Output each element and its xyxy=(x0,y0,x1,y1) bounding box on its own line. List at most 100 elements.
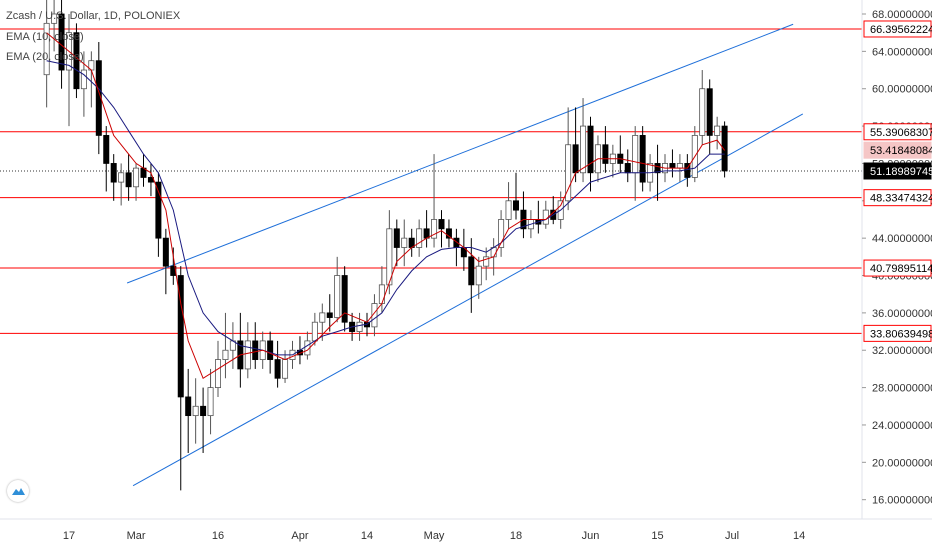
candle-body xyxy=(513,200,520,211)
x-tick-label: 16 xyxy=(212,530,224,542)
candle xyxy=(475,256,482,299)
candle xyxy=(706,79,713,155)
candle xyxy=(147,163,154,197)
price-label-box xyxy=(863,259,932,277)
price-label: 53.41848084 xyxy=(863,141,932,159)
candle-body xyxy=(654,163,661,174)
candle xyxy=(237,312,244,388)
candle-body xyxy=(468,256,475,286)
price-label: 66.39562224 xyxy=(863,20,932,38)
ema10-legend[interactable]: EMA (10, close) xyxy=(6,31,84,43)
candle xyxy=(177,266,184,491)
price-axis: 68.0000000064.0000000060.0000000056.0000… xyxy=(862,9,932,507)
y-tick-label: 68.00000000 xyxy=(872,9,932,21)
candle-body xyxy=(587,125,594,174)
ema20-legend[interactable]: EMA (20, close) xyxy=(6,51,84,63)
candle-body xyxy=(669,163,676,169)
y-tick-label: 60.00000000 xyxy=(872,84,932,96)
candle-body xyxy=(445,228,452,239)
candle xyxy=(356,312,363,341)
price-label-box xyxy=(863,324,932,342)
candle-body xyxy=(133,167,140,188)
x-tick-label: Jul xyxy=(725,530,739,542)
candle xyxy=(155,172,162,257)
candle-body xyxy=(341,275,348,323)
price-label: 51.18989745 xyxy=(863,162,932,180)
candle xyxy=(103,126,110,192)
candle-body xyxy=(282,359,289,379)
candle-body xyxy=(498,219,505,248)
candle-body xyxy=(639,135,646,183)
candle xyxy=(505,182,512,229)
y-tick-label: 64.00000000 xyxy=(872,46,932,58)
price-label: 33.80639498 xyxy=(863,324,932,342)
candle-body xyxy=(699,88,706,136)
candle xyxy=(498,210,505,257)
candle-body xyxy=(162,237,169,267)
candle-body xyxy=(80,69,87,90)
candle xyxy=(43,0,50,108)
candle-body xyxy=(192,405,199,417)
candle xyxy=(58,0,65,89)
candle-body xyxy=(177,275,184,398)
tradingview-logo[interactable] xyxy=(7,480,29,502)
candles xyxy=(43,0,728,491)
candle xyxy=(274,340,281,388)
x-tick-label: Jun xyxy=(582,530,600,542)
candle-body xyxy=(416,228,423,248)
x-tick-label: 18 xyxy=(510,530,522,542)
candle-body xyxy=(125,172,132,188)
candle xyxy=(200,387,207,453)
candle xyxy=(244,322,251,379)
candle-body xyxy=(371,303,378,328)
candle xyxy=(445,219,452,248)
time-axis: 17 Mar 16 Apr 14 May 18 Jun 15 Jul 14 xyxy=(63,530,805,542)
candle-body xyxy=(431,219,438,239)
candle xyxy=(520,191,527,239)
x-tick-label: 14 xyxy=(361,530,373,542)
candle xyxy=(624,149,631,183)
candle xyxy=(639,126,646,192)
candle-body xyxy=(356,321,363,332)
candle-body xyxy=(274,359,281,379)
trendlines xyxy=(126,23,804,487)
y-tick-label: 32.00000000 xyxy=(872,345,932,357)
price-label-box xyxy=(863,123,932,141)
ema20-line xyxy=(46,60,725,356)
candle xyxy=(140,154,147,187)
candle-body xyxy=(334,275,341,318)
candle xyxy=(252,322,259,369)
candle xyxy=(684,154,691,187)
candle xyxy=(133,163,140,201)
candle-body xyxy=(602,144,609,164)
candle-body xyxy=(676,163,683,169)
y-tick-label: 24.00000000 xyxy=(872,420,932,432)
candle xyxy=(229,322,236,369)
chart-title: Zcash / U.S. Dollar, 1D, POLONIEX xyxy=(6,10,181,22)
trendline-lower xyxy=(132,113,804,487)
candle xyxy=(617,135,624,173)
x-tick-label: 15 xyxy=(651,530,663,542)
price-label: 55.39068307 xyxy=(863,123,932,141)
candle-body xyxy=(401,237,408,248)
candle-body xyxy=(386,228,393,286)
candle-body xyxy=(267,340,274,360)
y-tick-label: 28.00000000 xyxy=(872,383,932,395)
candle xyxy=(326,294,333,332)
price-label-text: 55.39068307 xyxy=(870,127,932,139)
cloud-icon xyxy=(12,488,25,495)
y-tick-label: 20.00000000 xyxy=(872,457,932,469)
candle-body xyxy=(706,88,713,136)
candle-body xyxy=(393,228,400,248)
candle-body xyxy=(319,312,326,323)
candle xyxy=(423,210,430,248)
candle xyxy=(587,116,594,192)
candle-body xyxy=(155,181,162,239)
candle xyxy=(483,247,490,281)
candle xyxy=(118,163,125,206)
candle xyxy=(162,228,169,295)
candle xyxy=(192,378,199,444)
candle xyxy=(222,312,229,379)
